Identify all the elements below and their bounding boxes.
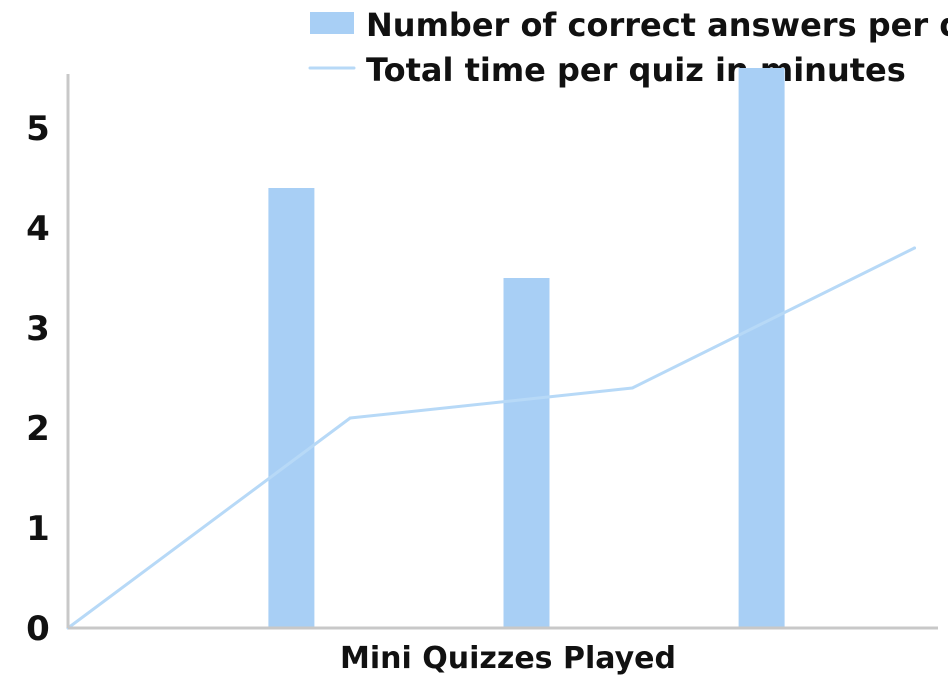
bar-3 [738,68,785,628]
bar-2 [503,278,550,628]
line-layer [66,246,916,630]
y-tick-label-5: 5 [26,109,50,149]
y-tick-label-1: 1 [26,509,50,549]
bar-1 [268,188,315,628]
y-tick-label-4: 4 [26,209,50,249]
y-tick-label-3: 3 [26,309,50,349]
line-point-2 [348,416,352,420]
line-point-4 [913,246,916,250]
line-point-3 [630,386,634,390]
legend: Number of correct answers per quiz Total… [308,6,948,89]
legend-bar-label: Number of correct answers per quiz [366,6,948,44]
bars-layer [268,68,785,628]
ticks-layer: 0 1 2 3 4 5 [26,109,50,649]
series-line-total-time [66,246,916,630]
x-axis-title: Mini Quizzes Played [340,641,676,676]
y-tick-label-0: 0 [26,609,50,649]
axes-layer [66,74,938,630]
legend-bar-swatch [310,12,354,34]
y-tick-label-2: 2 [26,409,50,449]
legend-line-label: Total time per quiz in minutes [366,51,906,89]
